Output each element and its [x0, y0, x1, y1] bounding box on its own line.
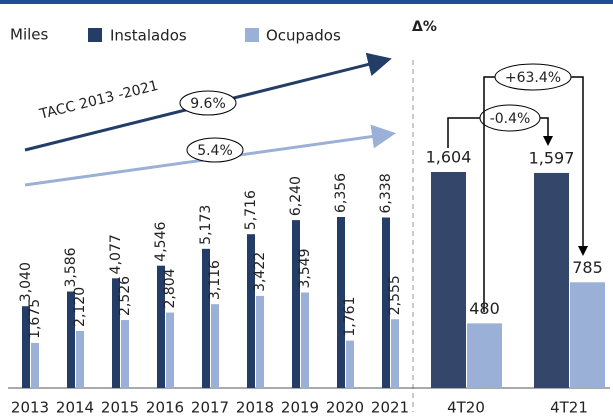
data-label: 6,338	[378, 173, 394, 213]
data-label: 480	[469, 299, 500, 318]
annotation-ellipse	[494, 63, 572, 91]
bar	[570, 282, 605, 388]
data-label: 3,549	[297, 248, 313, 288]
unit-label: Miles	[10, 26, 49, 44]
data-label: 3,422	[252, 252, 268, 292]
legend-label: Ocupados	[266, 27, 341, 45]
data-label: 5,173	[198, 205, 214, 245]
bar	[431, 172, 466, 388]
annotation: TACC 2013 -2021	[37, 78, 160, 123]
bar	[382, 217, 390, 388]
data-label: 2,526	[117, 276, 133, 316]
bar	[247, 234, 255, 388]
x-tick-label: 2019	[281, 399, 319, 417]
bar	[202, 248, 210, 388]
bar	[157, 265, 165, 388]
annotation-ellipse	[186, 137, 244, 163]
annotation: 9.6%	[190, 96, 226, 112]
data-label: 3,116	[207, 260, 223, 300]
bar	[391, 319, 399, 388]
data-label: 6,240	[288, 176, 304, 216]
bar	[256, 295, 264, 388]
data-label: 2,120	[72, 287, 88, 327]
x-tick-label: 2014	[56, 399, 94, 417]
panel-title: Δ%	[412, 19, 437, 35]
annotation: 5.4%	[197, 143, 233, 159]
data-label: 6,356	[333, 173, 349, 213]
data-label: 785	[572, 258, 603, 277]
data-label: 1,761	[342, 297, 358, 337]
bar	[31, 342, 39, 388]
annotation-ellipse	[479, 104, 541, 132]
legend-swatch	[88, 28, 102, 42]
data-label: 3,040	[18, 262, 34, 302]
x-tick-label: 2018	[236, 399, 274, 417]
x-tick-label: 2016	[146, 399, 184, 417]
x-tick-label: 2020	[326, 399, 364, 417]
legend-swatch	[245, 28, 259, 42]
x-tick-label: 2015	[101, 399, 139, 417]
legend-label: Instalados	[110, 27, 187, 45]
arrow-head	[543, 136, 553, 146]
x-tick-label: 4T21	[550, 399, 588, 417]
annotation-ellipse	[179, 90, 237, 116]
bar	[346, 340, 354, 388]
bar	[112, 278, 120, 388]
bar	[467, 323, 502, 388]
data-label: 4,077	[108, 234, 124, 274]
top-rule	[0, 0, 613, 4]
bar	[121, 320, 129, 388]
data-label: 2,555	[387, 275, 403, 315]
annotation: -0.4%	[490, 111, 531, 127]
data-label: 5,716	[243, 190, 259, 230]
arrow-head	[578, 246, 588, 256]
x-tick-label: 4T20	[447, 399, 485, 417]
bar	[292, 220, 300, 388]
annotation: +63.4%	[505, 70, 561, 86]
bar	[76, 330, 84, 388]
x-tick-label: 2021	[371, 399, 409, 417]
data-label: 1,604	[426, 148, 472, 167]
data-label: 4,546	[153, 222, 169, 262]
bar	[67, 291, 75, 388]
data-label: 1,597	[529, 148, 575, 167]
bar	[337, 217, 345, 388]
bar	[534, 172, 569, 388]
data-label: 3,586	[63, 247, 79, 287]
bar	[211, 304, 219, 388]
bar	[301, 292, 309, 388]
x-tick-label: 2013	[11, 399, 49, 417]
bar	[22, 306, 30, 388]
x-tick-label: 2017	[191, 399, 229, 417]
data-label: 1,675	[27, 299, 43, 339]
data-label: 2,804	[162, 268, 178, 308]
bar	[166, 312, 174, 388]
